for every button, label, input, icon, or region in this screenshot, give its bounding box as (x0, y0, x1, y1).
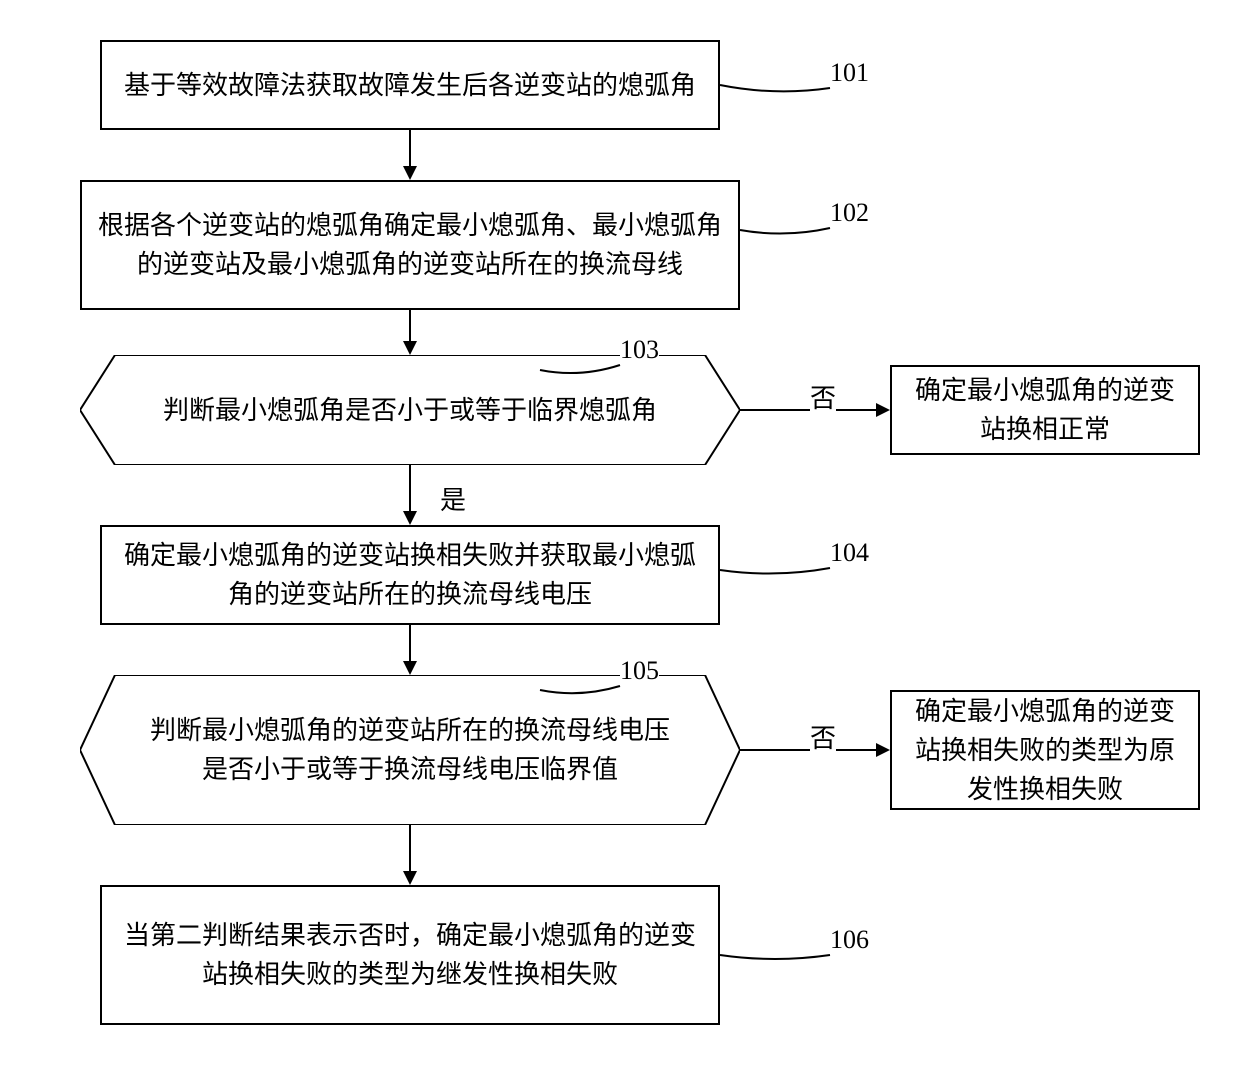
process-n101: 基于等效故障法获取故障发生后各逆变站的熄弧角 (100, 40, 720, 130)
flowchart-container: 基于等效故障法获取故障发生后各逆变站的熄弧角根据各个逆变站的熄弧角确定最小熄弧角… (20, 20, 1220, 1066)
arrow-head-down-icon (403, 661, 417, 675)
reference-label: 105 (620, 656, 659, 686)
edge-line (409, 825, 411, 873)
decision-n105: 判断最小熄弧角的逆变站所在的换流母线电压是否小于或等于换流母线电压临界值 (80, 675, 740, 825)
edge-label: 否 (810, 718, 836, 755)
arrow-head-down-icon (403, 341, 417, 355)
arrow-head-down-icon (403, 166, 417, 180)
reference-label: 106 (830, 925, 869, 955)
arrow-head-right-icon (876, 403, 890, 417)
edge-line (409, 310, 411, 343)
process-n102: 根据各个逆变站的熄弧角确定最小熄弧角、最小熄弧角的逆变站及最小熄弧角的逆变站所在… (80, 180, 740, 310)
process-n106: 当第二判断结果表示否时，确定最小熄弧角的逆变站换相失败的类型为继发性换相失败 (100, 885, 720, 1025)
process-n104: 确定最小熄弧角的逆变站换相失败并获取最小熄弧角的逆变站所在的换流母线电压 (100, 525, 720, 625)
decision-n103: 判断最小熄弧角是否小于或等于临界熄弧角 (80, 355, 740, 465)
process-n103_no: 确定最小熄弧角的逆变站换相正常 (890, 365, 1200, 455)
process-n105_no: 确定最小熄弧角的逆变站换相失败的类型为原发性换相失败 (890, 690, 1200, 810)
arrow-head-down-icon (403, 511, 417, 525)
edge-line (409, 130, 411, 168)
callout-leader (735, 193, 835, 270)
edge-label: 是 (440, 480, 466, 517)
callout-leader (715, 920, 835, 995)
reference-label: 102 (830, 198, 869, 228)
reference-label: 103 (620, 335, 659, 365)
edge-line (740, 749, 878, 751)
decision-text: 判断最小熄弧角的逆变站所在的换流母线电压是否小于或等于换流母线电压临界值 (80, 675, 740, 825)
callout-leader (715, 53, 835, 125)
edge-line (409, 625, 411, 663)
reference-label: 101 (830, 58, 869, 88)
arrow-head-right-icon (876, 743, 890, 757)
reference-label: 104 (830, 538, 869, 568)
edge-line (409, 465, 411, 513)
edge-line (740, 409, 878, 411)
edge-label: 否 (810, 378, 836, 415)
arrow-head-down-icon (403, 871, 417, 885)
callout-leader (715, 533, 835, 610)
decision-text: 判断最小熄弧角是否小于或等于临界熄弧角 (80, 355, 740, 465)
